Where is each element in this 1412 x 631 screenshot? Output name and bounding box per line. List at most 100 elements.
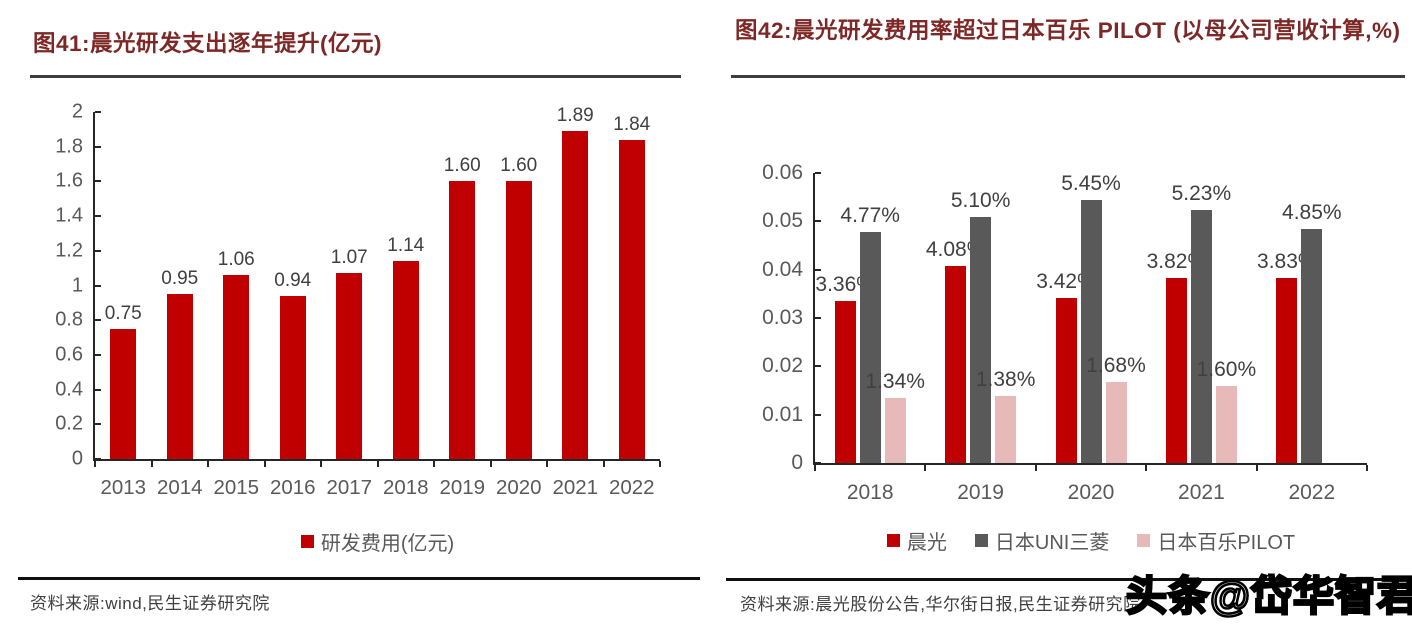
bar-value-label: 0.95 — [161, 268, 199, 290]
y-axis-tick — [95, 458, 101, 460]
legend-item: 研发费用(亿元) — [300, 527, 455, 556]
y-axis-tick-label: 1.4 — [55, 204, 83, 227]
x-axis-category-label: 2020 — [1067, 481, 1115, 504]
y-axis-tick — [95, 423, 101, 426]
y-axis-tick-label: 0.01 — [762, 402, 803, 426]
x-axis-tick — [659, 461, 661, 467]
y-axis-tick — [95, 353, 101, 356]
bar — [505, 181, 532, 459]
y-axis-tick-label: 0.03 — [762, 306, 803, 329]
legend-swatch-icon — [1137, 534, 1151, 547]
chart-legend: 晨光 日本UNI三菱 日本百乐PILOT — [815, 526, 1367, 555]
x-axis-category-label: 2014 — [156, 476, 203, 499]
bar-value-label: 1.68% — [1086, 353, 1146, 377]
bar-value-label: 1.60 — [443, 155, 481, 177]
bar-value-label: 1.60 — [500, 155, 538, 177]
y-axis-tick — [95, 215, 101, 218]
bar — [110, 328, 137, 459]
y-axis-tick-label: 0 — [791, 451, 803, 474]
bar — [1165, 278, 1187, 463]
x-axis-category-label: 2018 — [846, 481, 894, 504]
figure-41-source-note: 资料来源:wind,民生证券研究院 — [30, 594, 270, 613]
toutiao-watermark: 头条@岱华智君 — [1125, 572, 1412, 621]
bar-value-label: 5.45% — [1061, 171, 1121, 195]
figure-42-bottom-rule — [726, 578, 1412, 581]
bar-value-label: 0.94 — [274, 269, 312, 291]
x-axis-category-label: 2015 — [213, 476, 260, 499]
legend-label: 日本UNI三菱 — [994, 532, 1110, 554]
y-axis-tick — [95, 388, 101, 391]
x-axis-category-label: 2020 — [495, 476, 542, 499]
y-axis-tick — [815, 220, 821, 223]
y-axis-tick-label: 0.2 — [55, 412, 83, 435]
y-axis-tick-label: 0.8 — [55, 308, 83, 331]
x-axis-line — [813, 463, 1367, 465]
bar — [1276, 277, 1298, 463]
x-axis-category-label: 2019 — [957, 481, 1004, 504]
bar-value-label: 3.42% — [1036, 269, 1096, 293]
x-axis-category-label: 2021 — [552, 476, 599, 499]
bar — [223, 275, 250, 459]
bar-value-label: 1.84 — [613, 113, 651, 135]
bar-value-label: 1.06 — [217, 249, 255, 271]
y-axis-tick-label: 1 — [71, 274, 83, 296]
bar — [1105, 381, 1127, 463]
bar — [970, 216, 992, 463]
bar-value-label: 3.36% — [815, 272, 875, 296]
bar-value-label: 1.14 — [387, 235, 425, 257]
bar-value-label: 1.38% — [975, 368, 1036, 392]
legend-swatch-icon — [886, 534, 900, 547]
bar-value-label: 4.08% — [925, 237, 986, 261]
figure-42-title-rule — [731, 75, 1405, 78]
y-axis-tick — [815, 462, 821, 464]
y-axis-tick-label: 0.06 — [762, 161, 803, 184]
x-axis-tick — [602, 461, 605, 467]
bar-value-label: 5.10% — [950, 188, 1011, 212]
bar-value-label: 4.85% — [1282, 200, 1342, 224]
bar — [1215, 385, 1237, 463]
x-axis-tick — [320, 461, 322, 467]
bar-value-label: 1.89 — [556, 105, 594, 127]
y-axis-tick — [815, 172, 821, 174]
x-axis-category-label: 2013 — [100, 476, 147, 499]
bar — [336, 273, 363, 459]
y-axis-tick-label: 0.04 — [762, 257, 803, 281]
figure-41-title-rule — [30, 75, 681, 78]
bar — [945, 265, 967, 463]
x-axis-category-label: 2022 — [608, 476, 655, 499]
x-axis-category-label: 2022 — [1288, 481, 1336, 504]
y-axis-tick-label: 1.8 — [55, 135, 83, 158]
y-axis-tick — [815, 317, 821, 319]
legend-label: 研发费用(亿元) — [320, 533, 455, 555]
y-axis-tick-label: 0.4 — [55, 378, 83, 401]
legend-swatch-icon — [974, 534, 988, 547]
bar — [859, 232, 881, 463]
bar-value-label: 3.82% — [1146, 250, 1207, 274]
figure-42-title: 图42:晨光研发费用率超过日本百乐 PILOT (以母公司营收计算,%) — [735, 18, 1401, 43]
x-axis-category-label: 2017 — [326, 476, 373, 499]
x-axis-tick — [1145, 465, 1148, 471]
chart-legend: 研发费用(亿元) — [95, 527, 660, 556]
x-axis-tick — [1034, 465, 1037, 471]
x-axis-tick — [94, 461, 96, 467]
y-axis-tick-label: 1.2 — [55, 239, 83, 262]
x-axis-tick — [433, 461, 435, 467]
bar — [1301, 228, 1323, 463]
legend-item: 日本百乐PILOT — [1137, 526, 1295, 555]
y-axis-tick — [815, 413, 821, 416]
bar-value-label: 0.75 — [104, 302, 142, 324]
x-axis-category-label: 2021 — [1178, 481, 1225, 504]
bar — [995, 396, 1017, 463]
x-axis-category-label: 2019 — [439, 476, 486, 499]
bar-value-label: 1.60% — [1196, 357, 1257, 381]
y-axis-line — [813, 173, 815, 465]
y-axis-tick-label: 1.6 — [55, 169, 83, 192]
bar — [562, 131, 589, 459]
x-axis-tick — [1366, 465, 1368, 471]
bar-value-label: 5.23% — [1171, 182, 1232, 206]
bar — [884, 398, 906, 463]
x-axis-tick — [376, 461, 379, 467]
bar-value-label: 4.77% — [840, 204, 900, 228]
